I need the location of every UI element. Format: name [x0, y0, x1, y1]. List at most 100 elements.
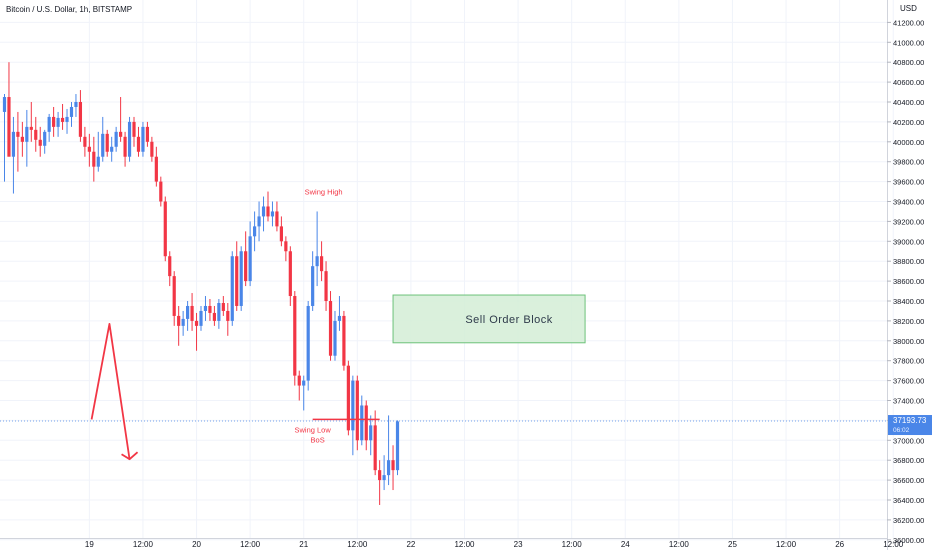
price-tick-label: 37600.00 [893, 377, 924, 386]
price-tick-label: 39800.00 [893, 158, 924, 167]
time-tick-label: 19 [85, 540, 94, 549]
candle-body [360, 405, 364, 441]
time-tick-label: 20 [192, 540, 201, 549]
price-tick-label: 40200.00 [893, 118, 924, 127]
candle-body [119, 131, 123, 137]
price-tick-label: 37400.00 [893, 397, 924, 406]
price-tick-label: 39000.00 [893, 237, 924, 246]
time-tick-label: 12:00 [562, 540, 583, 549]
candle-body [2, 97, 7, 112]
candle-body [369, 425, 373, 441]
time-tick-label: 12:00 [347, 540, 368, 549]
candle-body [203, 305, 208, 311]
candle-body [382, 475, 386, 481]
time-tick-label: 12:00 [776, 540, 797, 549]
price-tick-label: 41200.00 [893, 18, 924, 27]
candle-body [7, 97, 11, 157]
candles [2, 62, 400, 505]
candle-body [364, 405, 368, 441]
candle-body [168, 256, 172, 277]
bar-countdown: 06:02 [893, 427, 910, 434]
projection-arrowhead [121, 451, 139, 461]
candle-body [123, 136, 127, 157]
candle-body [337, 315, 342, 321]
candle-body [252, 226, 257, 237]
candle-body [74, 102, 78, 107]
candle-body [333, 320, 337, 356]
candle-body [60, 117, 65, 122]
time-axis[interactable]: 19 12:00 20 12:00 21 12:00 22 12:00 23 12:00 24 12:… [85, 540, 904, 549]
candle-body [284, 241, 288, 252]
time-tick-label: 12:00 [883, 540, 904, 549]
candle-body [324, 271, 328, 301]
candle-body [217, 302, 221, 321]
candle-body [101, 133, 105, 157]
candle-body [92, 151, 96, 167]
price-tick-label: 37800.00 [893, 357, 924, 366]
candle-body [373, 425, 377, 471]
candle-body [386, 460, 391, 476]
price-tick-label: 38000.00 [893, 337, 924, 346]
time-tick-label: 24 [621, 540, 630, 549]
candle-body [239, 251, 243, 306]
candle-body [16, 131, 20, 137]
price-tick-label: 38200.00 [893, 317, 924, 326]
candle-body [83, 136, 87, 147]
swing-low-label: Swing Low [295, 425, 332, 434]
candle-body [105, 133, 109, 152]
candle-body [235, 256, 239, 306]
price-tick-label: 36400.00 [893, 496, 924, 505]
candle-body [145, 126, 150, 142]
price-tick-label: 39600.00 [893, 178, 924, 187]
candle-body [25, 126, 29, 142]
candle-body [163, 201, 167, 257]
price-tick-label: 36200.00 [893, 516, 924, 525]
price-tick-label: 38800.00 [893, 257, 924, 266]
price-tick-label: 40400.00 [893, 98, 924, 107]
candle-body [69, 106, 74, 117]
candle-body [355, 380, 359, 441]
candle-body [297, 375, 301, 386]
symbol-title[interactable]: Bitcoin / U.S. Dollar, 1h, BITSTAMP [6, 5, 132, 14]
candle-body [244, 251, 248, 282]
candle-body [38, 139, 42, 146]
candle-body [136, 136, 141, 152]
candle-body [194, 320, 199, 326]
candle-body [190, 305, 194, 321]
candle-body [154, 156, 158, 182]
order-block-layer: Sell Order Block [392, 294, 586, 344]
projection-path [90, 322, 131, 460]
candle-body [11, 131, 16, 157]
last-price-value: 37193.73 [893, 416, 927, 425]
candle-body [311, 266, 315, 306]
candle-body [248, 236, 252, 282]
time-tick-label: 12:00 [240, 540, 261, 549]
candle-body [127, 121, 132, 157]
candle-body [293, 296, 297, 376]
price-tick-label: 36600.00 [893, 476, 924, 485]
price-tick-label: 38600.00 [893, 277, 924, 286]
price-tick-label: 39200.00 [893, 217, 924, 226]
candle-body [150, 141, 154, 157]
last-price-tag-background [888, 415, 932, 436]
time-tick-label: 22 [406, 540, 415, 549]
price-tick-label: 37000.00 [893, 436, 924, 445]
candle-body [20, 136, 24, 142]
time-tick-label: 12:00 [669, 540, 690, 549]
candle-body [87, 146, 91, 152]
candle-body [43, 131, 47, 146]
candle-body [52, 116, 56, 127]
candle-body [319, 256, 324, 272]
candle-body [226, 310, 230, 321]
bos-label: BoS [311, 435, 325, 444]
candle-body [114, 131, 118, 147]
candle-body [351, 380, 355, 431]
price-tick-label: 39400.00 [893, 198, 924, 207]
time-tick-label: 12:00 [133, 540, 154, 549]
currency-label[interactable]: USD [900, 4, 917, 13]
price-tick-label: 40000.00 [893, 138, 924, 147]
price-tick-label: 41000.00 [893, 38, 924, 47]
candle-body [270, 211, 275, 217]
